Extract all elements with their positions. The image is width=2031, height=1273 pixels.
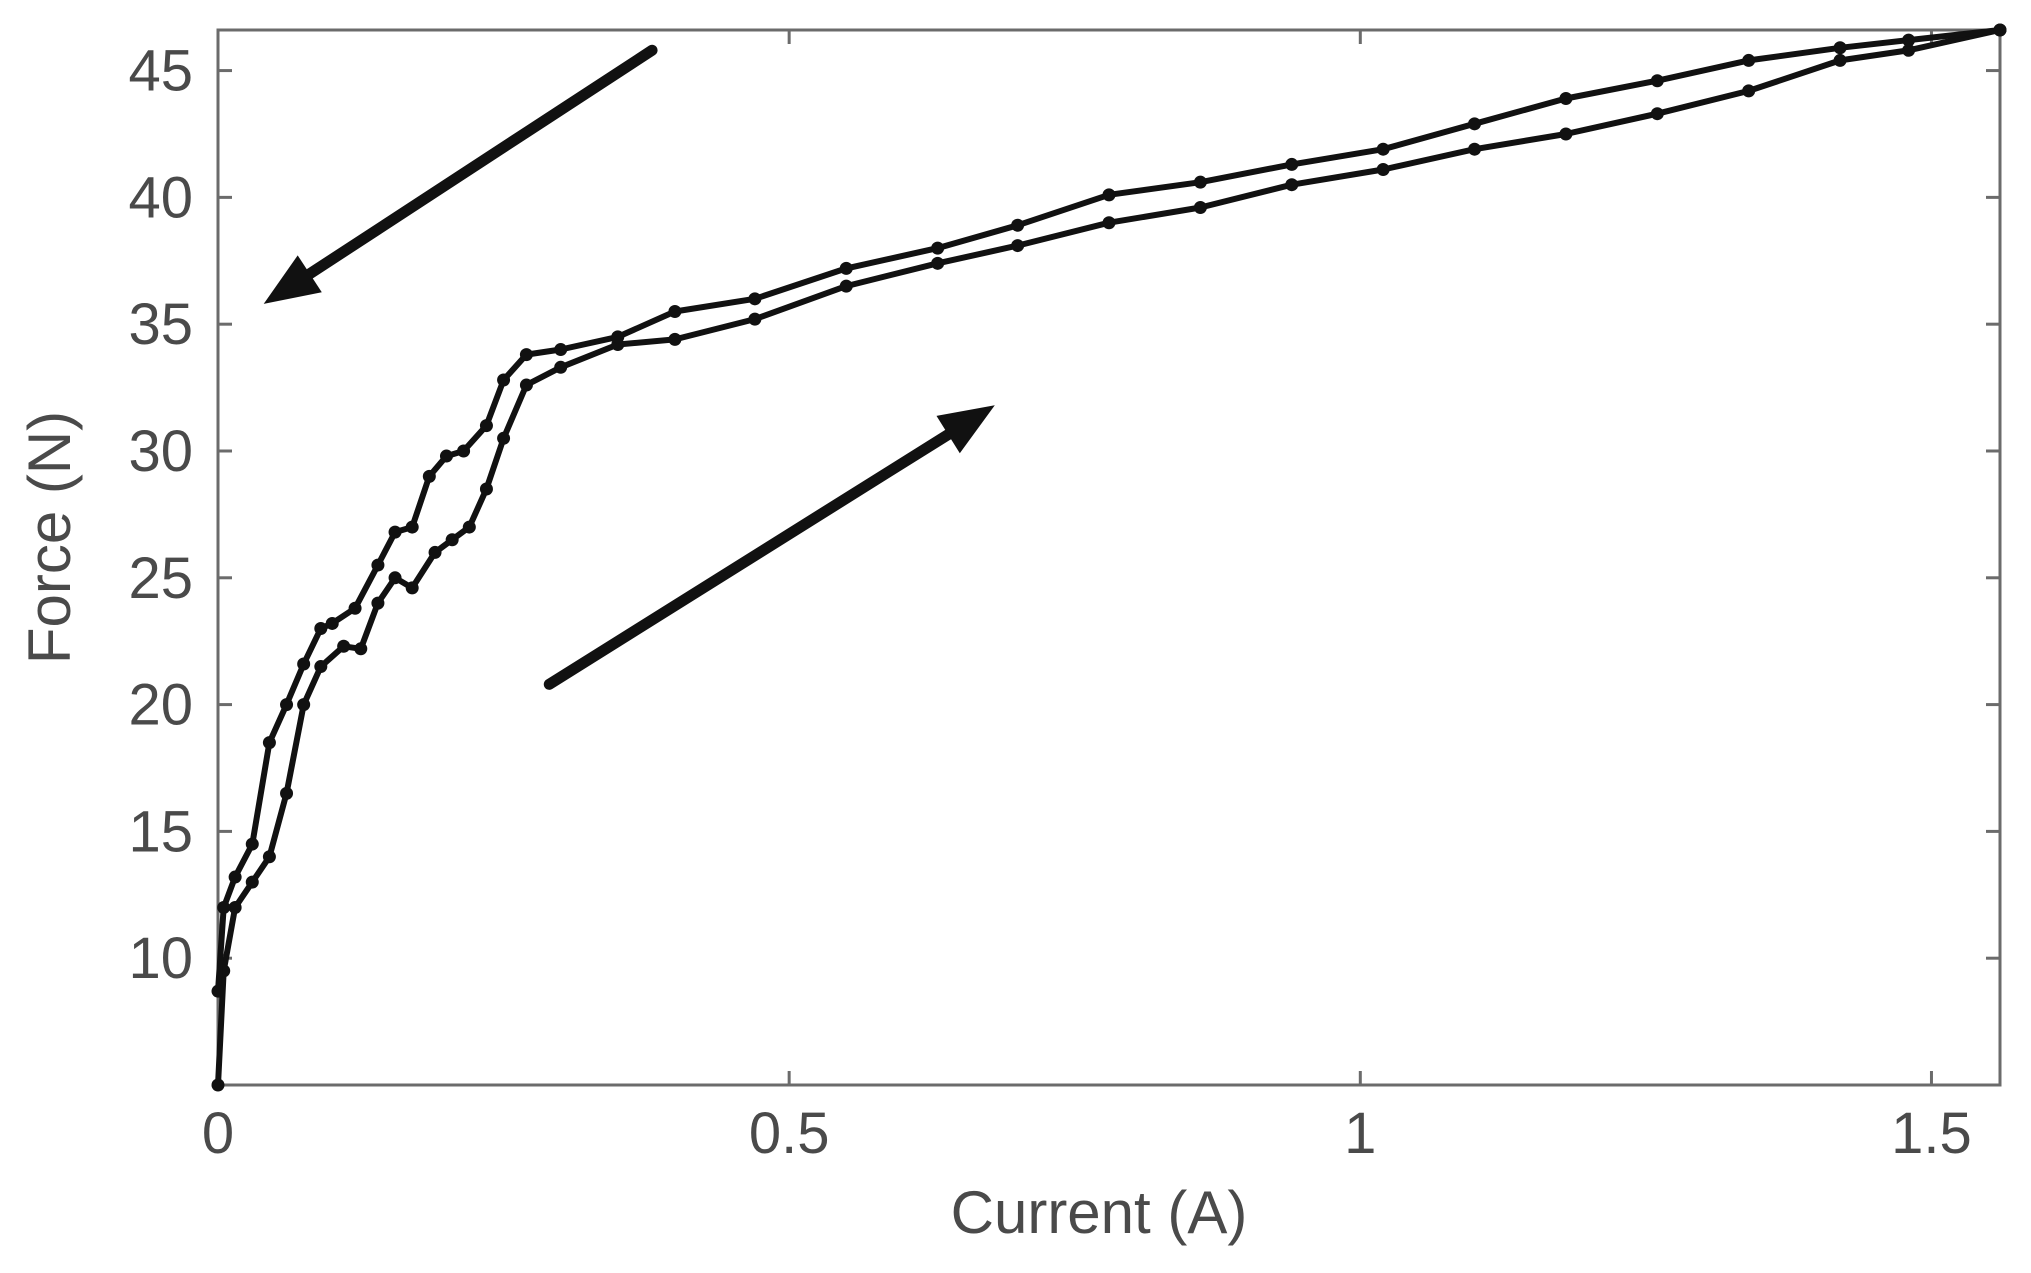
data-point (668, 332, 682, 346)
arrow-head (263, 255, 322, 304)
data-point (388, 571, 402, 585)
data-point (211, 984, 225, 998)
data-point (1559, 91, 1573, 105)
data-point (479, 419, 493, 433)
data-point (297, 657, 311, 671)
y-tick-label: 45 (128, 39, 193, 104)
data-point (1102, 188, 1116, 202)
data-point (479, 482, 493, 496)
data-point (519, 378, 533, 392)
y-tick-label: 30 (128, 419, 193, 484)
axis-ticks: 0 0.5 1 1.5 10 15 20 25 30 35 40 45 (128, 30, 2000, 1166)
data-point (245, 837, 259, 851)
data-point (1376, 142, 1390, 156)
data-point (1650, 107, 1664, 121)
data-point (439, 449, 453, 463)
data-point (1011, 218, 1025, 232)
data-point (354, 642, 368, 656)
plot-frame (216, 28, 2002, 1087)
data-point (839, 279, 853, 293)
arrow-head (936, 405, 995, 454)
data-point (1285, 178, 1299, 192)
data-point (1468, 142, 1482, 156)
direction-arrows (263, 44, 995, 690)
data-point (1285, 157, 1299, 171)
data-point (371, 558, 385, 572)
data-point (1902, 43, 1916, 57)
data-point (262, 736, 276, 750)
data-point (839, 261, 853, 275)
data-point (428, 545, 442, 559)
y-axis-label: Force (N) (16, 411, 83, 664)
data-point (554, 343, 568, 357)
y-tick-label: 35 (128, 292, 193, 357)
data-point (931, 256, 945, 270)
data-point (1742, 53, 1756, 67)
data-point (748, 312, 762, 326)
data-point (297, 698, 311, 712)
data-point (280, 698, 294, 712)
series-lines (211, 23, 2007, 1092)
data-point (497, 431, 511, 445)
data-point (497, 373, 511, 387)
data-point (262, 850, 276, 864)
data-point (405, 520, 419, 534)
data-point (314, 660, 328, 674)
data-point (245, 875, 259, 889)
data-point (325, 616, 339, 630)
data-point (519, 348, 533, 362)
data-point (1468, 117, 1482, 131)
data-point (931, 241, 945, 255)
data-point (1902, 33, 1916, 47)
data-point (405, 581, 419, 595)
x-tick-label: 1 (1344, 1101, 1376, 1166)
data-point (422, 469, 436, 483)
x-tick-label: 1.5 (1891, 1101, 1972, 1166)
data-point (228, 870, 242, 884)
data-point (1559, 127, 1573, 141)
data-point (748, 292, 762, 306)
data-point (611, 330, 625, 344)
arrow-shaft (543, 426, 958, 690)
x-tick-label: 0.5 (749, 1101, 830, 1166)
data-point (211, 1078, 225, 1092)
data-point (668, 305, 682, 319)
data-point (1193, 201, 1207, 215)
data-point (348, 601, 362, 615)
data-point (462, 520, 476, 534)
data-point (1376, 162, 1390, 176)
data-point (388, 525, 402, 539)
data-point (228, 900, 242, 914)
y-tick-label: 15 (128, 799, 193, 864)
data-point (1193, 175, 1207, 189)
y-tick-label: 20 (128, 673, 193, 738)
y-tick-label: 25 (128, 546, 193, 611)
arrow-shaft (300, 44, 658, 282)
y-tick-label: 40 (128, 165, 193, 230)
x-axis-label: Current (A) (951, 1179, 1248, 1246)
data-point (217, 900, 231, 914)
data-point (554, 360, 568, 374)
data-point (1650, 74, 1664, 88)
data-point (1833, 41, 1847, 55)
data-point (337, 639, 351, 653)
data-point (371, 596, 385, 610)
y-tick-label: 10 (128, 926, 193, 991)
data-point (445, 533, 459, 547)
data-point (1833, 53, 1847, 67)
x-tick-label: 0 (202, 1101, 234, 1166)
data-point (1102, 216, 1116, 230)
data-point (1011, 239, 1025, 253)
data-point (314, 622, 328, 636)
data-point (1993, 23, 2007, 37)
data-point (1742, 84, 1756, 98)
data-point (280, 786, 294, 800)
data-point (457, 444, 471, 458)
